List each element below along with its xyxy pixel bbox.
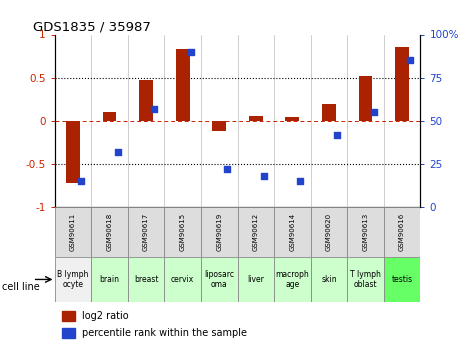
Bar <box>55 207 91 257</box>
Bar <box>285 117 299 121</box>
Bar <box>238 207 274 257</box>
Bar <box>347 257 384 302</box>
Text: GSM90616: GSM90616 <box>399 213 405 251</box>
Bar <box>164 207 201 257</box>
Text: GDS1835 / 35987: GDS1835 / 35987 <box>33 20 151 33</box>
Text: testis: testis <box>391 275 413 284</box>
Bar <box>311 207 347 257</box>
Bar <box>395 47 409 121</box>
Text: GSM90618: GSM90618 <box>106 213 113 251</box>
Text: liposarc
oma: liposarc oma <box>204 270 234 289</box>
Bar <box>238 257 274 302</box>
Bar <box>164 257 201 302</box>
Bar <box>139 80 153 121</box>
Text: GSM90612: GSM90612 <box>253 213 259 251</box>
Text: skin: skin <box>321 275 337 284</box>
Point <box>406 58 414 63</box>
Bar <box>128 207 164 257</box>
Text: GSM90617: GSM90617 <box>143 213 149 251</box>
Bar <box>274 207 311 257</box>
Point <box>77 178 85 184</box>
Bar <box>384 207 420 257</box>
Bar <box>201 257 238 302</box>
Text: GSM90620: GSM90620 <box>326 213 332 251</box>
Bar <box>322 104 336 121</box>
Bar <box>55 257 91 302</box>
Bar <box>128 257 164 302</box>
Bar <box>274 257 311 302</box>
Bar <box>384 257 420 302</box>
Bar <box>103 112 116 121</box>
Point <box>296 178 304 184</box>
Bar <box>62 310 75 321</box>
Point <box>187 49 194 55</box>
Text: GSM90619: GSM90619 <box>216 213 222 251</box>
Point <box>223 166 231 172</box>
Text: GSM90614: GSM90614 <box>289 213 295 251</box>
Text: brain: brain <box>99 275 120 284</box>
Text: B lymph
ocyte: B lymph ocyte <box>57 270 89 289</box>
Bar <box>176 49 190 121</box>
Text: T lymph
oblast: T lymph oblast <box>350 270 381 289</box>
Point <box>260 173 267 179</box>
Point <box>370 109 377 115</box>
Text: breast: breast <box>134 275 158 284</box>
Text: GSM90615: GSM90615 <box>180 213 186 251</box>
Bar <box>347 207 384 257</box>
Bar <box>359 76 372 121</box>
Bar <box>311 257 347 302</box>
Text: GSM90611: GSM90611 <box>70 213 76 251</box>
Bar <box>91 207 128 257</box>
Point <box>333 132 341 137</box>
Text: GSM90613: GSM90613 <box>362 213 369 251</box>
Text: macroph
age: macroph age <box>276 270 309 289</box>
Bar <box>62 328 75 338</box>
Text: percentile rank within the sample: percentile rank within the sample <box>82 328 247 338</box>
Bar <box>212 121 226 131</box>
Bar <box>91 257 128 302</box>
Point <box>114 149 121 155</box>
Bar <box>201 207 238 257</box>
Bar <box>249 117 263 121</box>
Point <box>150 106 158 111</box>
Text: cervix: cervix <box>171 275 194 284</box>
Text: liver: liver <box>247 275 264 284</box>
Text: log2 ratio: log2 ratio <box>82 311 129 321</box>
Text: cell line: cell line <box>2 282 40 292</box>
Bar <box>66 121 80 183</box>
